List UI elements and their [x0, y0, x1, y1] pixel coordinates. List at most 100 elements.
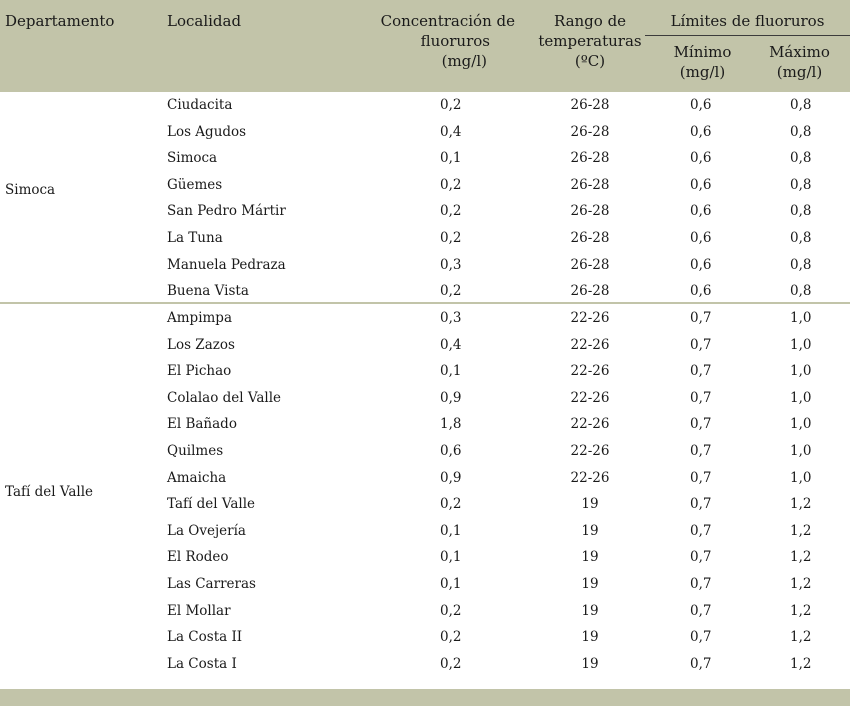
rango-cell: 26-28 — [570, 123, 610, 140]
header-concentracion-line2: fluoruros — [420, 32, 490, 50]
minimo-cell: 0,7 — [690, 310, 712, 326]
maximo-cell: 1,2 — [790, 522, 812, 539]
header-limites-divider — [645, 35, 850, 36]
rango-cell: 19 — [581, 655, 599, 672]
table-row: Colalao del Valle 0,9 22-26 0,7 1,0 — [0, 385, 850, 412]
header-rango-line1: Rango de — [553, 12, 627, 30]
table-row: Güemes 0,2 26-28 0,6 0,8 — [0, 172, 850, 199]
maximo-cell: 1,2 — [790, 629, 812, 646]
minimo-cell: 0,7 — [690, 549, 712, 566]
table-row: El Mollar 0,2 19 0,7 1,2 — [0, 598, 850, 625]
localidad-cell: La Costa II — [167, 629, 243, 646]
table-row: La Tuna 0,2 26-28 0,6 0,8 — [0, 225, 850, 252]
concentracion-cell: 0,3 — [440, 310, 462, 326]
maximo-cell: 0,8 — [790, 150, 812, 167]
minimo-cell: 0,7 — [690, 629, 712, 646]
rango-cell: 19 — [581, 576, 599, 592]
localidad-cell: Ciudacita — [167, 97, 233, 113]
rango-cell: 19 — [581, 549, 599, 566]
table-row: La Costa I 0,2 19 0,7 1,2 — [0, 651, 850, 678]
localidad-cell: Tafí del Valle — [167, 496, 256, 513]
minimo-cell: 0,6 — [690, 203, 712, 220]
maximo-cell: 1,2 — [790, 549, 812, 566]
concentracion-cell: 0,2 — [440, 655, 462, 672]
maximo-cell: 1,0 — [790, 363, 812, 380]
rango-cell: 26-28 — [570, 97, 610, 113]
maximo-cell: 1,2 — [790, 655, 812, 672]
localidad-cell: Los Agudos — [167, 123, 247, 140]
table-header: Departamento Localidad Concentración de … — [0, 0, 850, 92]
concentracion-cell: 0,1 — [440, 576, 462, 592]
rango-cell: 26-28 — [570, 230, 610, 246]
localidad-cell: La Tuna — [167, 230, 223, 246]
table-row: La Costa II 0,2 19 0,7 1,2 — [0, 624, 850, 651]
maximo-cell: 1,0 — [790, 416, 812, 433]
minimo-cell: 0,6 — [690, 256, 712, 273]
concentracion-cell: 0,4 — [440, 123, 462, 140]
concentracion-cell: 0,3 — [440, 256, 462, 273]
maximo-cell: 1,0 — [790, 310, 812, 326]
minimo-cell: 0,7 — [690, 416, 712, 433]
localidad-cell: El Rodeo — [167, 549, 229, 566]
localidad-cell: Buena Vista — [167, 283, 249, 300]
localidad-cell: Manuela Pedraza — [167, 256, 286, 273]
table-row: Los Agudos 0,4 26-28 0,6 0,8 — [0, 119, 850, 146]
concentracion-cell: 0,9 — [440, 389, 462, 406]
rango-cell: 22-26 — [570, 469, 610, 486]
table-row: Los Zazos 0,4 22-26 0,7 1,0 — [0, 332, 850, 359]
header-minimo-line1: Mínimo — [673, 43, 732, 61]
localidad-cell: Colalao del Valle — [167, 389, 282, 406]
concentracion-cell: 0,2 — [440, 283, 462, 300]
localidad-cell: El Mollar — [167, 602, 231, 619]
maximo-cell: 1,2 — [790, 602, 812, 619]
rango-cell: 22-26 — [570, 416, 610, 433]
table-footer-bar — [0, 689, 850, 706]
concentracion-cell: 0,1 — [440, 549, 462, 566]
localidad-cell: La Costa I — [167, 655, 237, 672]
rango-cell: 26-28 — [570, 203, 610, 220]
header-localidad: Localidad — [167, 12, 242, 30]
maximo-cell: 0,8 — [790, 203, 812, 220]
maximo-cell: 0,8 — [790, 230, 812, 246]
minimo-cell: 0,7 — [690, 336, 712, 353]
table-row: El Pichao 0,1 22-26 0,7 1,0 — [0, 358, 850, 385]
concentracion-cell: 0,2 — [440, 496, 462, 513]
localidad-cell: Ampimpa — [167, 310, 233, 326]
concentracion-cell: 0,2 — [440, 602, 462, 619]
minimo-cell: 0,7 — [690, 469, 712, 486]
maximo-cell: 0,8 — [790, 176, 812, 193]
table-row: Quilmes 0,6 22-26 0,7 1,0 — [0, 438, 850, 465]
localidad-cell: El Bañado — [167, 416, 237, 433]
header-rango-line2: temperaturas — [538, 32, 642, 50]
concentracion-cell: 0,2 — [440, 629, 462, 646]
concentracion-cell: 0,6 — [440, 443, 462, 459]
table-row: San Pedro Mártir 0,2 26-28 0,6 0,8 — [0, 198, 850, 225]
minimo-cell: 0,6 — [690, 230, 712, 246]
minimo-cell: 0,6 — [690, 97, 712, 113]
header-minimo-line2: (mg/l) — [679, 63, 726, 81]
header-departamento: Departamento — [5, 12, 115, 30]
minimo-cell: 0,6 — [690, 176, 712, 193]
header-rango-line3: (ºC) — [574, 52, 606, 70]
table-row: Simoca 0,1 26-28 0,6 0,8 — [0, 145, 850, 172]
maximo-cell: 1,0 — [790, 389, 812, 406]
localidad-cell: Los Zazos — [167, 336, 235, 353]
minimo-cell: 0,7 — [690, 655, 712, 672]
concentracion-cell: 0,1 — [440, 363, 462, 380]
localidad-cell: Güemes — [167, 176, 223, 193]
rango-cell: 22-26 — [570, 336, 610, 353]
header-maximo-line1: Máximo — [769, 43, 830, 61]
localidad-cell: El Pichao — [167, 363, 232, 380]
localidad-cell: Las Carreras — [167, 576, 256, 592]
header-maximo-line2: (mg/l) — [776, 63, 823, 81]
localidad-cell: Quilmes — [167, 443, 224, 459]
concentracion-cell: 1,8 — [440, 416, 462, 433]
minimo-cell: 0,7 — [690, 522, 712, 539]
table-row: Ciudacita 0,2 26-28 0,6 0,8 — [0, 92, 850, 119]
table-row: Ampimpa 0,3 22-26 0,7 1,0 — [0, 305, 850, 332]
maximo-cell: 0,8 — [790, 256, 812, 273]
rango-cell: 19 — [581, 496, 599, 513]
minimo-cell: 0,7 — [690, 389, 712, 406]
rango-cell: 22-26 — [570, 363, 610, 380]
concentracion-cell: 0,1 — [440, 150, 462, 167]
